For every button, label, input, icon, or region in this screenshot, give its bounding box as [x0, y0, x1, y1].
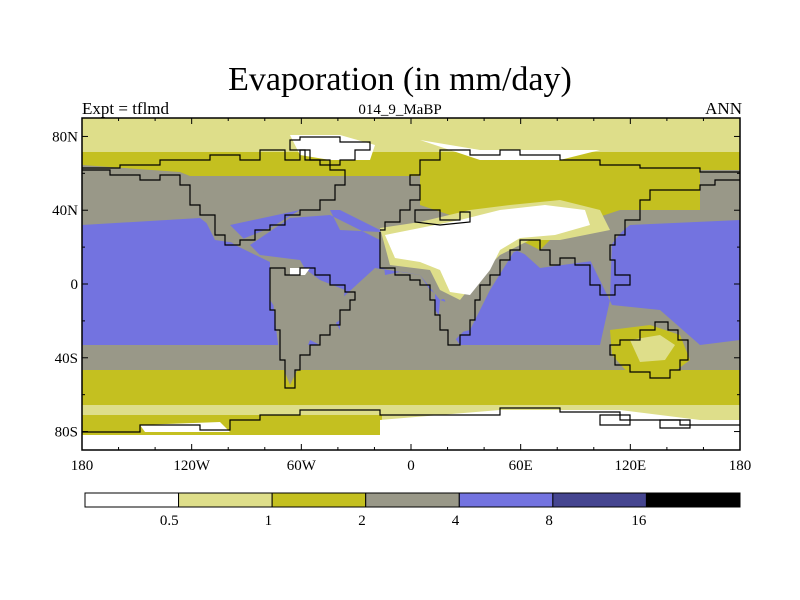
field-land-sahara-white: [385, 205, 590, 295]
field-land-south-africa: [438, 300, 470, 345]
field-ocean-main: [230, 210, 740, 345]
y-tick-label: 0: [71, 277, 79, 293]
colorbar-level-label: 0.5: [160, 513, 179, 529]
x-tick-label: 180: [729, 458, 752, 474]
x-tick-label: 60W: [287, 458, 317, 474]
x-tick-label: 120E: [614, 458, 646, 474]
field-land-south-america: [270, 265, 345, 385]
colorbar-level-label: 2: [358, 513, 366, 529]
coastlines: [82, 136, 740, 433]
colorbar-box: [365, 492, 460, 508]
y-tick-label: 40S: [55, 351, 78, 367]
x-tick-label: 60E: [509, 458, 533, 474]
colorbar-box: [84, 492, 180, 508]
x-tick-label: 180: [71, 458, 94, 474]
colorbar-box: [552, 492, 647, 508]
x-tick-label: 0: [407, 458, 415, 474]
y-tick-label: 80N: [52, 129, 78, 145]
colorbar-box: [458, 492, 554, 508]
colorbar: 0.5 1 2 4 8 16: [84, 492, 741, 529]
colorbar-box: [271, 492, 367, 508]
colorbar-level-label: 1: [265, 513, 273, 529]
map-title: Evaporation (in mm/day): [228, 61, 572, 98]
colorbar-level-label: 4: [452, 513, 460, 529]
axis-ticks: 180 120W 60W 0 60E 120E 180 80N 40N 0 40S 80S: [52, 118, 751, 474]
season-label: ANN: [705, 99, 742, 118]
colorbar-level-label: 8: [545, 513, 553, 529]
x-tick-label: 120W: [173, 458, 211, 474]
experiment-label: Expt = tflmd: [82, 99, 170, 118]
y-tick-label: 40N: [52, 203, 78, 219]
period-label: 014_9_MaBP: [358, 102, 442, 118]
field-land-australia-pale: [630, 335, 675, 362]
y-tick-label: 80S: [55, 425, 78, 441]
field-land-greenland: [290, 135, 375, 160]
colorbar-box: [645, 492, 741, 508]
colorbar-level-label: 16: [631, 513, 647, 529]
colorbar-box: [178, 492, 273, 508]
